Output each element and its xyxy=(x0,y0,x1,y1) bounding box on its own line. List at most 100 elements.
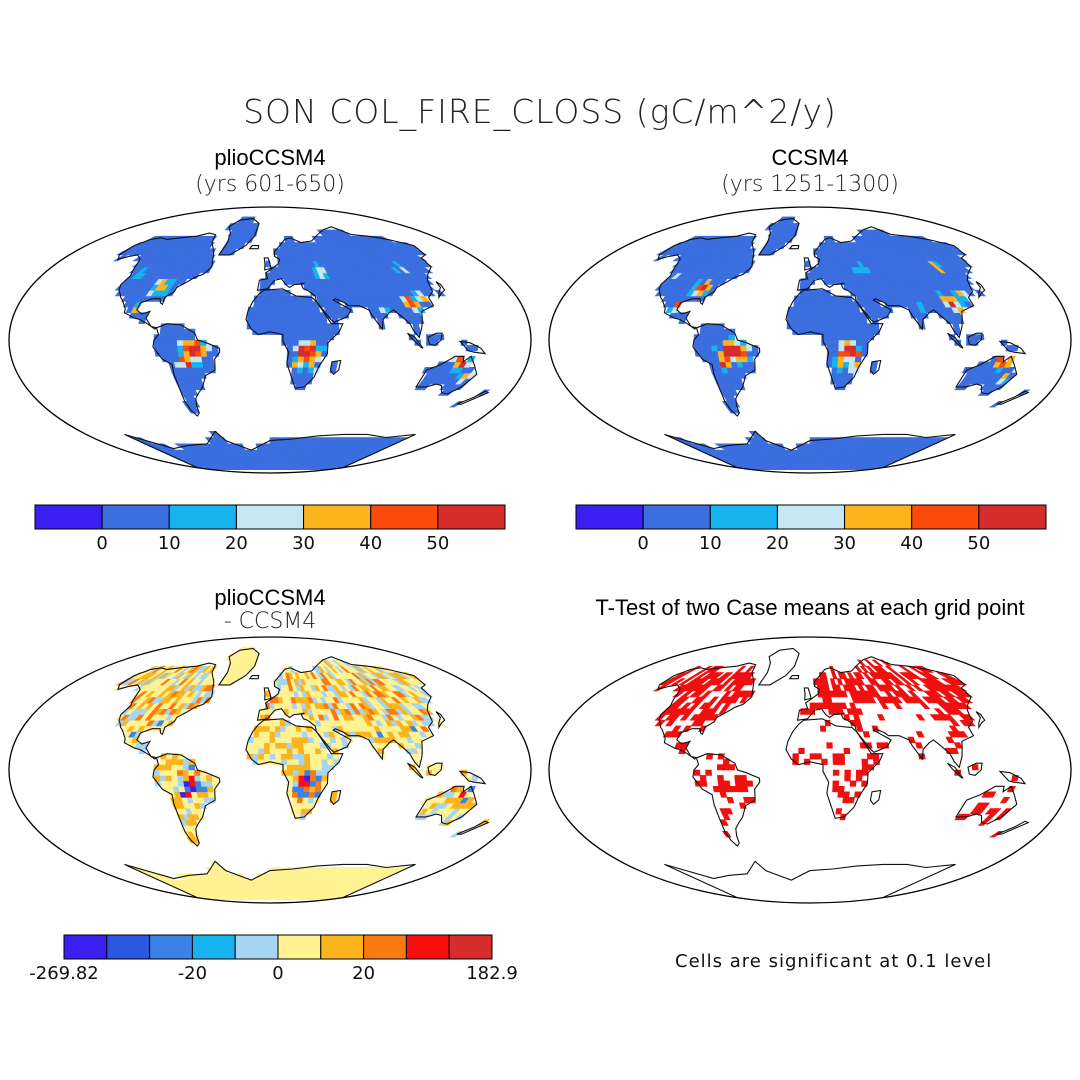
coastline xyxy=(435,281,446,300)
map-cell xyxy=(286,312,293,319)
map-cell xyxy=(734,775,742,782)
map-cell xyxy=(712,702,723,709)
map-cell xyxy=(861,334,869,341)
panel1-title: plioCCSM4 xyxy=(214,145,326,170)
map-cell xyxy=(671,725,682,732)
map-cell xyxy=(264,736,271,743)
map-cell xyxy=(860,317,868,324)
map-cell xyxy=(855,339,863,346)
map-cell xyxy=(716,764,724,771)
map-cell xyxy=(159,769,167,776)
map-cell xyxy=(854,356,862,363)
map-cell xyxy=(297,361,305,368)
map-cell xyxy=(258,323,265,330)
map-cell xyxy=(252,742,260,749)
map-cell xyxy=(292,780,300,787)
map-cell xyxy=(412,323,421,330)
map-cell xyxy=(842,312,850,319)
map-cell xyxy=(309,317,317,324)
map-cell xyxy=(253,306,260,313)
map-cell xyxy=(285,725,292,732)
map-cell xyxy=(298,775,306,782)
map-cell xyxy=(259,295,266,302)
map-cell xyxy=(165,339,172,346)
coastline xyxy=(117,232,217,330)
map-cell xyxy=(831,306,839,313)
map-cell xyxy=(165,769,172,776)
map-cell xyxy=(207,791,215,798)
map-cell xyxy=(188,764,196,771)
coastline xyxy=(456,390,490,405)
map-cell xyxy=(189,350,197,357)
map-cell xyxy=(832,780,840,787)
map-cell xyxy=(837,356,845,363)
map-cell xyxy=(165,775,173,782)
map-cell xyxy=(298,328,306,335)
map-cell xyxy=(306,372,314,379)
map-cell xyxy=(837,786,845,793)
map-cell xyxy=(798,747,805,754)
map-cell xyxy=(297,747,305,754)
map-cell xyxy=(280,747,288,754)
map-cell xyxy=(314,747,322,754)
map-cell xyxy=(310,339,317,346)
map-cell xyxy=(838,753,845,760)
map-cell xyxy=(309,786,317,793)
map-cell xyxy=(182,339,190,346)
map-cell xyxy=(194,780,202,787)
map-cell xyxy=(809,323,817,330)
map-cell xyxy=(171,334,178,341)
map-cell xyxy=(700,780,708,787)
map-cell xyxy=(746,350,754,357)
map-cell xyxy=(843,356,851,363)
map-cell xyxy=(309,356,317,363)
map-cell xyxy=(832,345,840,352)
coastline xyxy=(996,820,1030,835)
map-cell xyxy=(275,753,282,760)
colorbar-tick-label: 50 xyxy=(426,533,450,554)
coastline xyxy=(946,332,964,349)
map-cell xyxy=(304,769,311,776)
map-ccsm4 xyxy=(548,206,1072,474)
colorbar-tick-label: -269.82 xyxy=(29,963,99,984)
map-cell xyxy=(303,780,311,787)
map-cell xyxy=(290,731,298,738)
colorbar-tick-label: 40 xyxy=(900,533,924,554)
map-cell xyxy=(825,301,833,308)
map-cell xyxy=(253,731,260,738)
map-cell xyxy=(716,334,724,341)
map-cell xyxy=(820,306,827,313)
map-cell xyxy=(247,312,254,319)
map-cell xyxy=(309,747,317,754)
map-cell xyxy=(298,345,306,352)
map-cell xyxy=(298,769,306,776)
map-cell xyxy=(907,690,919,698)
coastline xyxy=(435,711,446,730)
map-cell xyxy=(843,350,851,357)
map-cell xyxy=(855,334,863,341)
map-cell xyxy=(821,323,828,330)
panel3-subtitle: - CCSM4 xyxy=(223,609,317,634)
map-cell xyxy=(298,753,305,760)
map-cell xyxy=(285,295,292,302)
map-cell xyxy=(153,339,161,346)
colorbar-swatch xyxy=(448,934,493,960)
colorbar-plioccsm4-labels: 0 10 20 30 40 50 xyxy=(35,533,505,557)
colorbar-swatch xyxy=(101,504,170,530)
map-cell xyxy=(728,345,736,352)
map-cell xyxy=(291,306,299,313)
map-cell xyxy=(471,345,479,352)
map-cell xyxy=(314,786,322,793)
map-cell xyxy=(740,350,748,357)
map-cell xyxy=(314,317,322,324)
map-cell xyxy=(853,306,861,313)
map-cell xyxy=(315,769,323,776)
map-cell xyxy=(321,753,328,760)
map-cell xyxy=(296,797,304,804)
map-cell xyxy=(680,702,693,709)
coastline xyxy=(998,340,1027,355)
coastline xyxy=(248,675,260,680)
map-cell xyxy=(953,742,963,749)
map-cell xyxy=(286,753,294,760)
map-cell xyxy=(188,345,196,352)
